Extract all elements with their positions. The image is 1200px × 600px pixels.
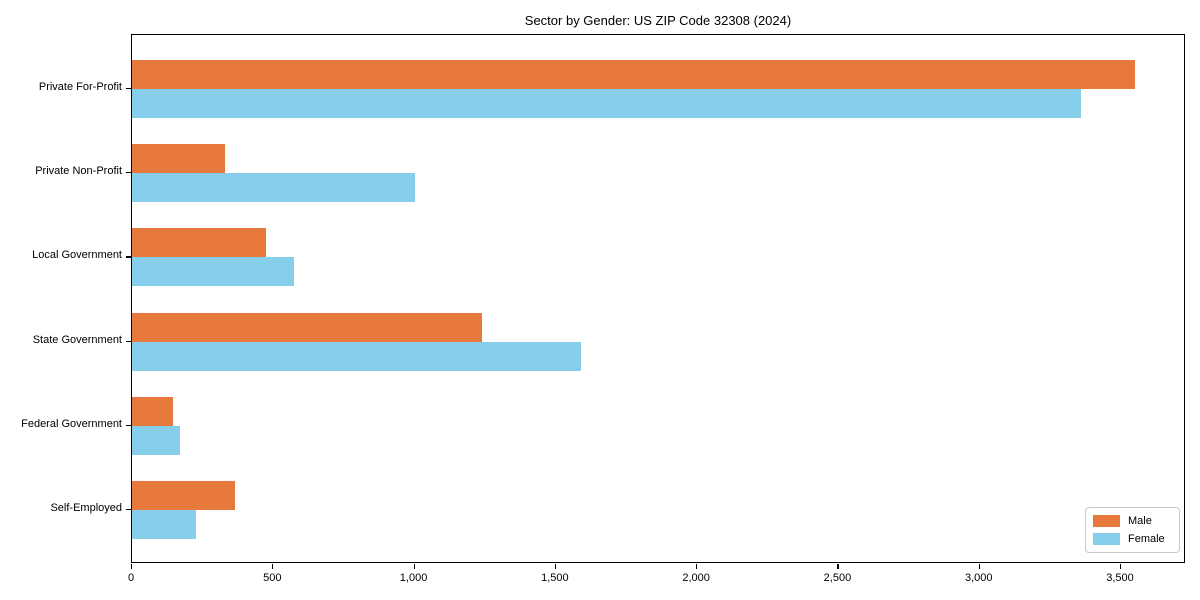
- y-tick-label-private-for-profit: Private For-Profit: [38, 81, 122, 93]
- bar-male-state-government: [132, 312, 483, 342]
- legend-label-male: Male: [1128, 515, 1152, 527]
- legend: Male Female: [1085, 507, 1180, 553]
- legend-entry-male: Male: [1093, 515, 1170, 527]
- legend-label-female: Female: [1128, 533, 1165, 545]
- legend-entry-female: Female: [1093, 533, 1170, 545]
- y-tick-label-self-employed: Self-Employed: [50, 502, 122, 514]
- bar-female-self-employed: [132, 510, 197, 539]
- bar-male-local-government: [132, 228, 267, 258]
- y-tick-mark: [126, 509, 131, 511]
- bar-male-self-employed: [132, 481, 236, 510]
- x-tick-label-3-500: 3,500: [1106, 572, 1134, 584]
- x-tick-label-0: 0: [127, 572, 135, 584]
- bar-male-private-for-profit: [132, 60, 1136, 89]
- y-tick-label-private-non-profit: Private Non-Profit: [35, 165, 122, 178]
- x-tick-label-1-500: 1,500: [541, 572, 569, 584]
- x-tick-mark: [413, 564, 415, 569]
- x-tick-mark: [837, 564, 839, 569]
- x-tick-label-500: 500: [263, 572, 282, 584]
- x-tick-label-2-500: 2,500: [823, 572, 852, 584]
- y-tick-label-federal-government: Federal Government: [21, 417, 122, 430]
- bar-female-state-government: [132, 341, 582, 371]
- y-tick-mark: [126, 172, 131, 174]
- bar-female-private-non-profit: [132, 173, 415, 203]
- bar-male-private-non-profit: [132, 144, 226, 174]
- x-tick-label-3-000: 3,000: [964, 572, 993, 584]
- x-tick-mark: [272, 564, 274, 569]
- y-tick-mark: [126, 88, 131, 90]
- legend-swatch-female: [1093, 533, 1120, 545]
- plot-area: Male Female: [131, 34, 1185, 563]
- x-tick-mark: [1120, 564, 1122, 569]
- x-tick-label-2-000: 2,000: [682, 572, 710, 584]
- x-tick-mark: [978, 564, 980, 569]
- chart-title: Sector by Gender: US ZIP Code 32308 (202…: [524, 13, 792, 28]
- bar-female-federal-government: [132, 425, 181, 455]
- x-tick-mark: [131, 564, 133, 569]
- legend-swatch-male: [1093, 515, 1120, 527]
- y-tick-mark: [126, 340, 131, 342]
- bar-female-private-for-profit: [132, 89, 1082, 118]
- y-tick-mark: [126, 256, 131, 258]
- y-tick-mark: [126, 424, 131, 426]
- y-tick-label-state-government: State Government: [32, 333, 122, 346]
- bar-male-federal-government: [132, 396, 173, 426]
- x-tick-label-1-000: 1,000: [399, 572, 428, 584]
- x-tick-mark: [696, 564, 698, 569]
- bar-female-local-government: [132, 257, 295, 287]
- x-tick-mark: [554, 564, 557, 569]
- y-tick-label-local-government: Local Government: [32, 249, 122, 262]
